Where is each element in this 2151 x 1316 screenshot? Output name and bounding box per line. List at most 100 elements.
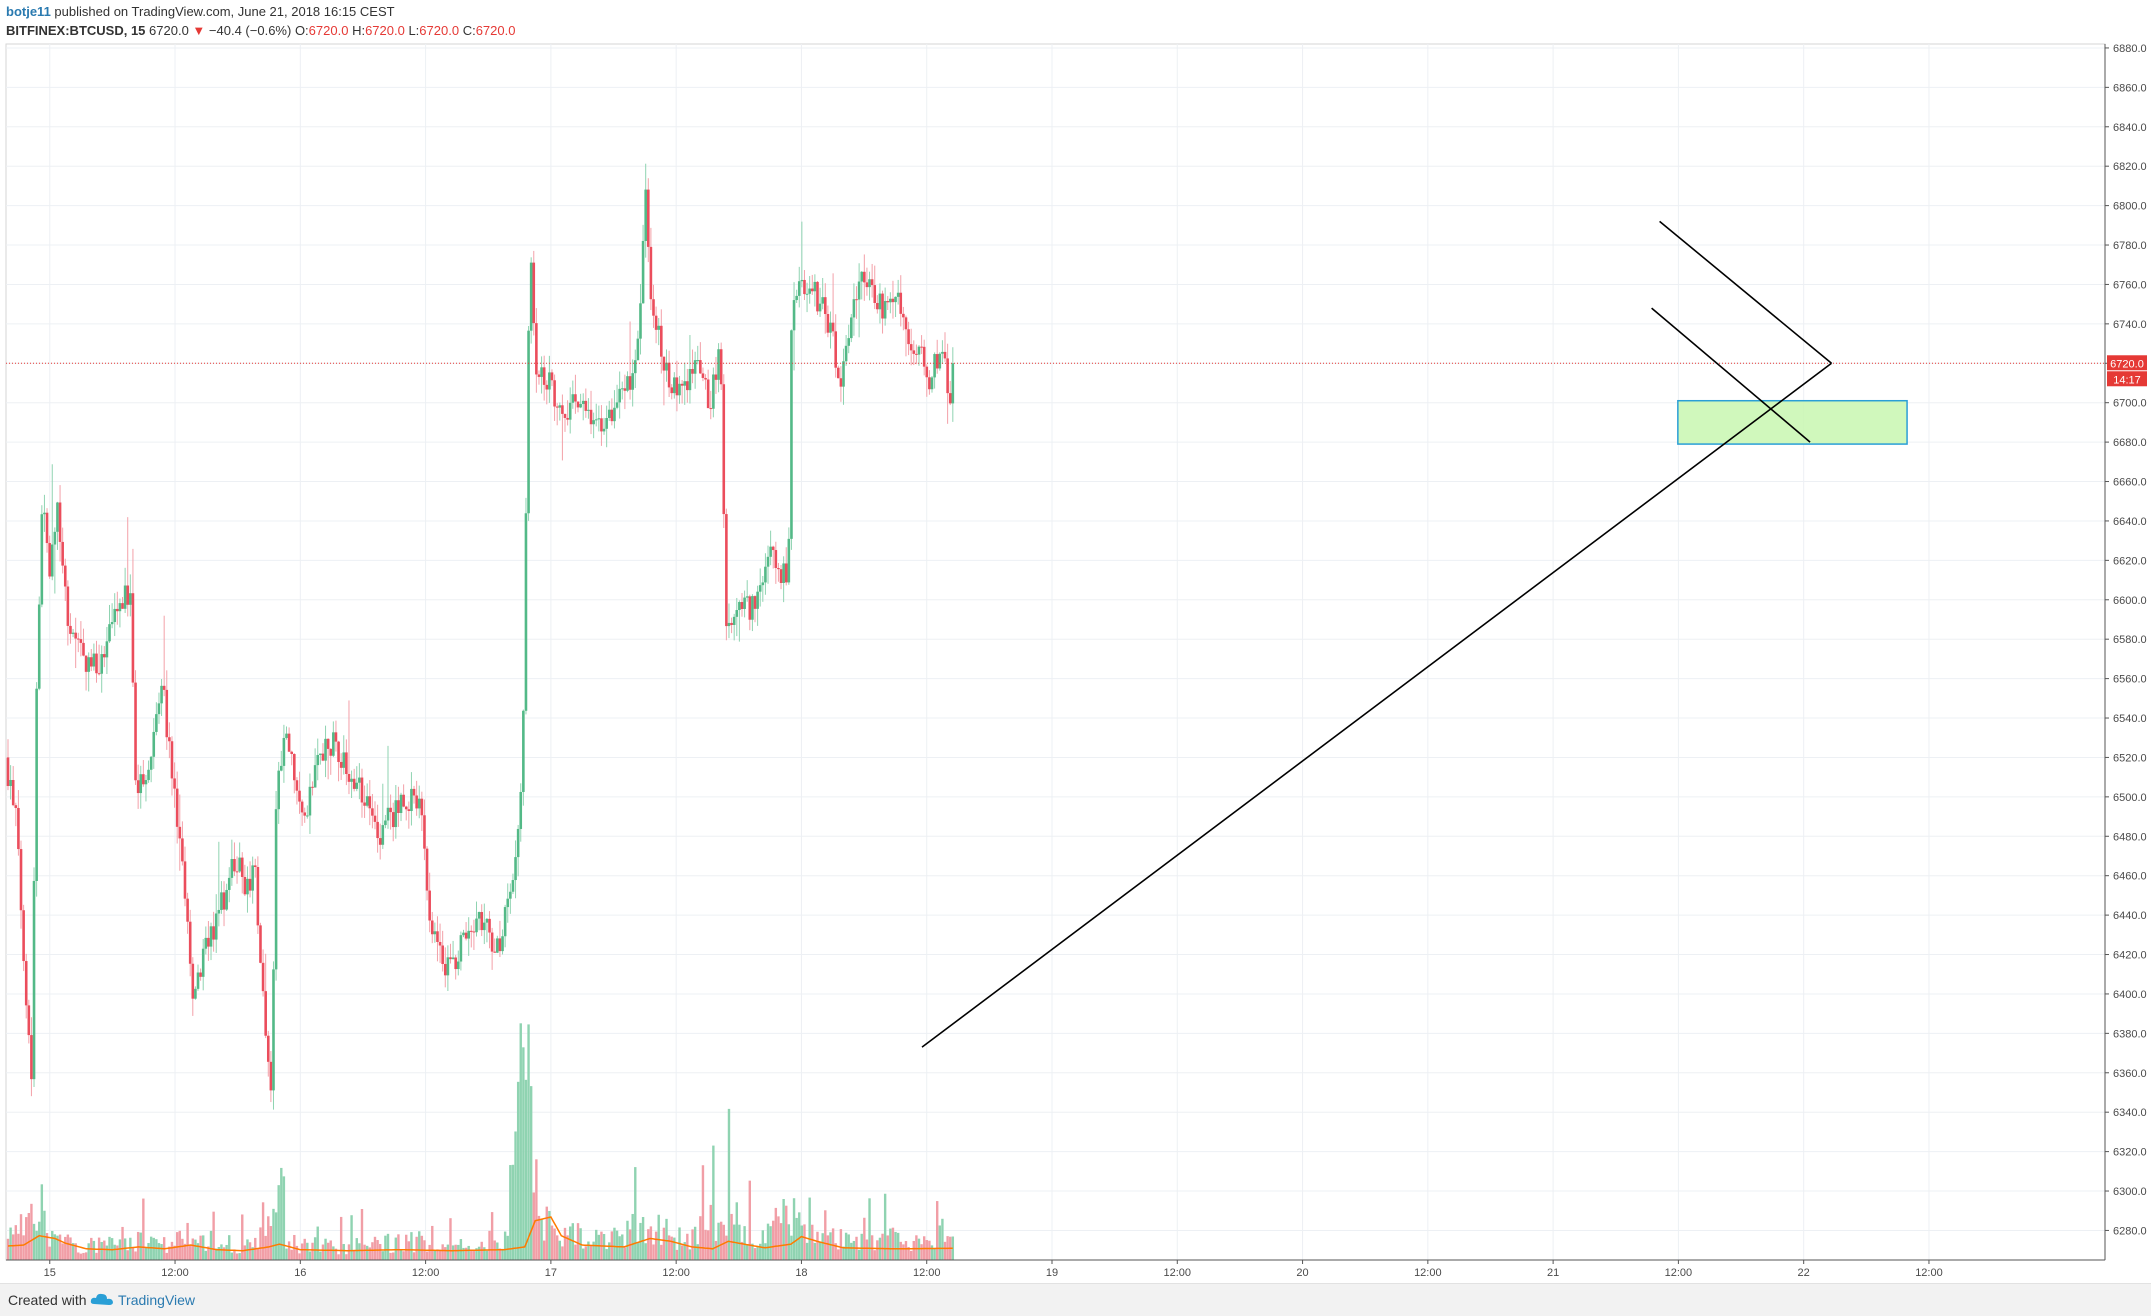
candle-body <box>404 806 408 810</box>
volume-bar <box>40 1184 44 1260</box>
candle-body <box>902 313 905 318</box>
volume-bar <box>139 1232 142 1260</box>
candle-body <box>834 331 837 368</box>
volume-bar <box>394 1237 398 1260</box>
candle-body <box>688 368 692 391</box>
volume-bar <box>696 1244 699 1260</box>
candle-body <box>519 791 523 829</box>
candle-body <box>303 812 307 816</box>
volume-bar <box>938 1225 942 1260</box>
candle-body <box>53 531 57 545</box>
candle-body <box>787 538 791 583</box>
author-name[interactable]: botje11 <box>6 4 51 19</box>
volume-bar <box>535 1159 538 1260</box>
candle-body <box>451 957 455 960</box>
candle-body <box>852 299 856 318</box>
candle-body <box>235 871 239 873</box>
candle-body <box>886 301 890 303</box>
y-tick-label: 6320.0 <box>2113 1147 2147 1159</box>
volume-bar <box>389 1252 392 1260</box>
volume-bar <box>155 1239 158 1260</box>
volume-bar <box>350 1215 353 1260</box>
candle-body <box>264 991 267 1036</box>
candle-body <box>592 420 595 425</box>
candle-body <box>706 379 710 409</box>
candle-body <box>904 317 908 330</box>
volume-bar <box>207 1246 210 1260</box>
candle-body <box>134 682 137 781</box>
candle-body <box>329 748 333 756</box>
candle-body <box>45 512 49 544</box>
candle-body <box>485 918 489 923</box>
candle-body <box>243 876 247 895</box>
volume-bar <box>785 1205 788 1260</box>
candle-body <box>566 417 569 420</box>
candle-body <box>602 428 606 432</box>
volume-bar <box>272 1208 275 1260</box>
volume-bar <box>446 1244 450 1260</box>
candle-body <box>532 262 536 324</box>
y-tick-label: 6840.0 <box>2113 122 2147 134</box>
candle-body <box>673 377 676 394</box>
volume-bar <box>764 1243 767 1260</box>
last-price: 6720.0 <box>149 23 189 38</box>
volume-bar <box>751 1243 754 1260</box>
candle-body <box>371 808 374 816</box>
price-chart[interactable]: 6280.0 6300.0 6320.0 6340.0 6360.0 6380.0 6400… <box>0 0 2151 1283</box>
volume-bar <box>566 1235 569 1260</box>
y-tick-label: 6400.0 <box>2113 989 2147 1001</box>
open-value: 6720.0 <box>308 23 349 38</box>
candle-body <box>79 639 83 643</box>
volume-bar <box>709 1204 712 1260</box>
candle-body <box>443 963 447 976</box>
candle-body <box>147 769 150 781</box>
candle-body <box>712 374 715 409</box>
volume-bar <box>816 1231 819 1260</box>
candle-body <box>587 409 590 411</box>
y-tick-label: 6740.0 <box>2113 319 2147 331</box>
candle-body <box>667 362 671 388</box>
candle-body <box>423 815 426 849</box>
volume-bar <box>87 1243 90 1260</box>
candle-body <box>691 368 694 374</box>
candle-body <box>207 937 210 947</box>
volume-bar <box>753 1248 757 1260</box>
volume-bar <box>12 1234 15 1260</box>
candle-body <box>790 330 793 539</box>
volume-bar <box>490 1212 494 1260</box>
tradingview-cloud-icon[interactable] <box>90 1291 114 1310</box>
candle-body <box>597 418 601 420</box>
volume-bar <box>51 1230 54 1260</box>
volume-bar <box>433 1250 437 1260</box>
candle-body <box>574 394 577 402</box>
candle-body <box>615 402 619 408</box>
volume-bar <box>334 1248 338 1260</box>
candle-body <box>420 798 424 816</box>
volume-bar <box>511 1164 515 1260</box>
tradingview-link[interactable]: TradingView <box>118 1292 196 1308</box>
volume-bar <box>212 1211 215 1260</box>
candle-body <box>522 710 525 792</box>
high-value: 6720.0 <box>365 23 405 38</box>
volume-bar <box>904 1241 908 1260</box>
volume-bar <box>844 1232 848 1260</box>
candle-body <box>808 288 811 294</box>
candle-body <box>173 778 176 789</box>
x-tick-label: 22 <box>1798 1267 1810 1279</box>
volume-bar <box>373 1236 377 1260</box>
volume-bar <box>808 1197 811 1260</box>
publish-info: published on TradingView.com, June 21, 2… <box>54 4 395 19</box>
volume-bar <box>181 1238 184 1260</box>
candle-body <box>498 938 502 952</box>
candle-body <box>769 546 772 557</box>
candle-body <box>441 945 444 964</box>
volume-bar <box>277 1185 280 1260</box>
candle-body <box>248 878 252 891</box>
volume-bar <box>868 1198 871 1260</box>
volume-bar <box>803 1224 806 1260</box>
candle-body <box>488 918 491 933</box>
footer-bar: Created with TradingView <box>0 1283 2151 1316</box>
volume-bar <box>670 1236 673 1260</box>
volume-bar <box>902 1244 905 1260</box>
candle-body <box>454 957 457 970</box>
